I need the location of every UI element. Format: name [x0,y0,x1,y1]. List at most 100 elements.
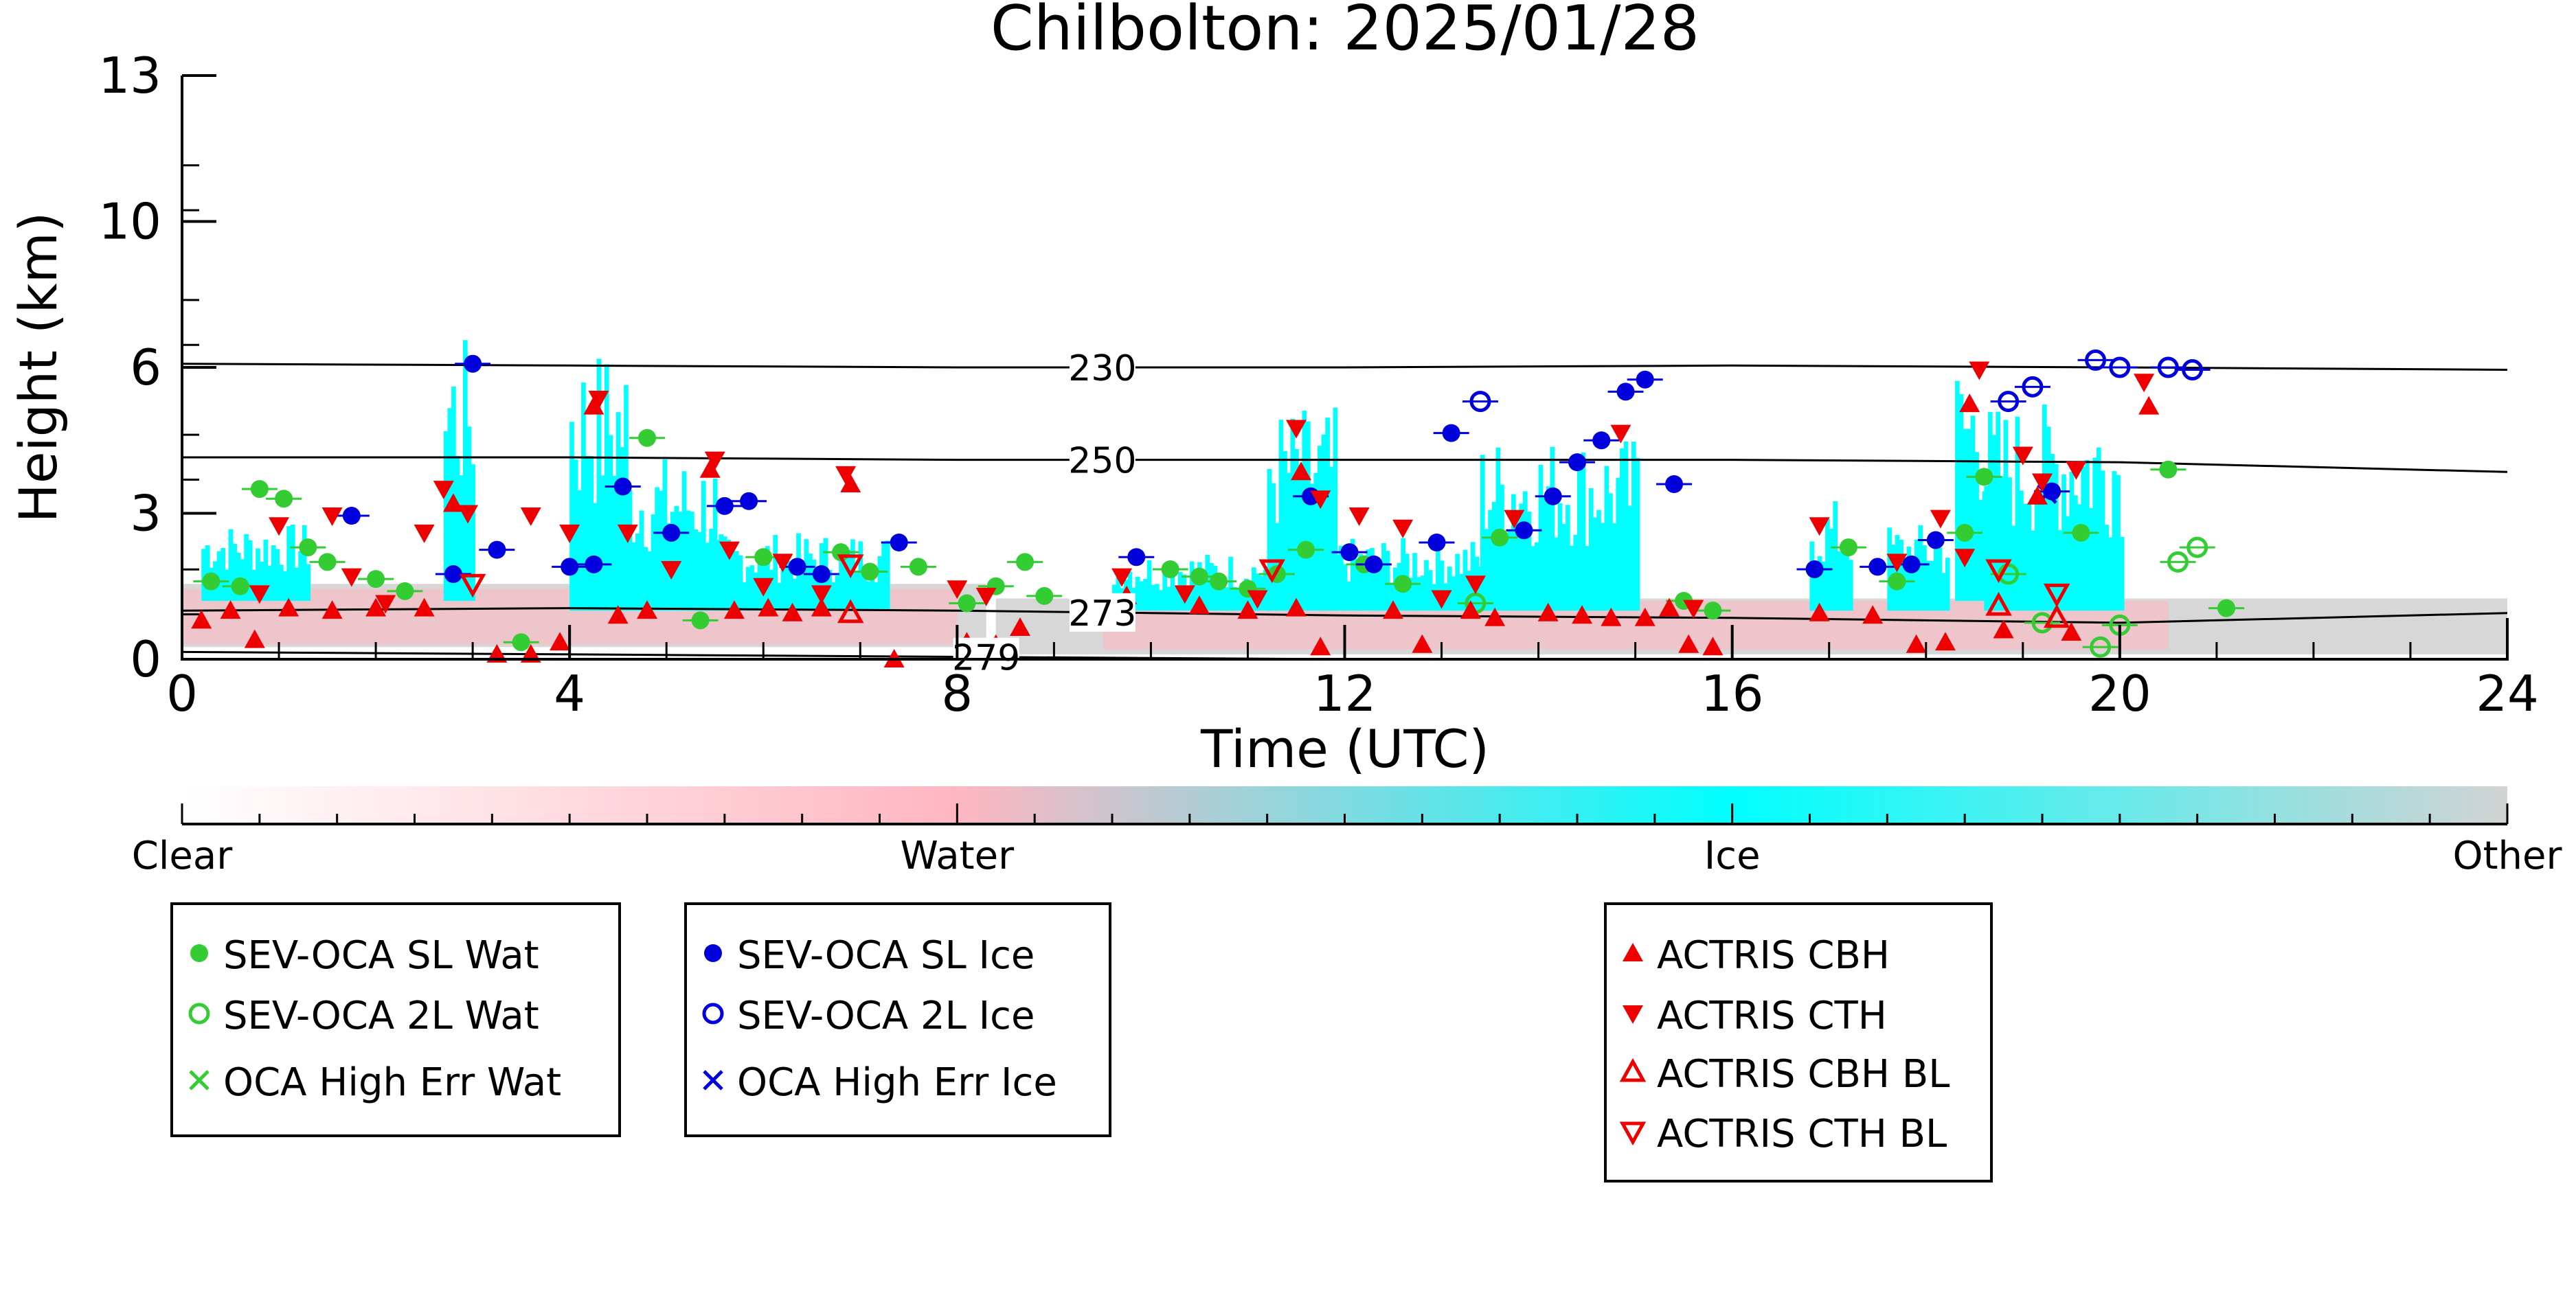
ice-column [2108,537,2113,611]
data-point [1127,548,1146,567]
ice-column [690,512,694,611]
ice-column [1970,415,1976,601]
ice-column [1620,448,1625,611]
ice-column [1515,521,1520,611]
ice-column [1335,555,1340,611]
ice-column [1600,523,1605,611]
data-point [2167,551,2189,573]
data-point [1934,632,1956,651]
ice-column [2104,525,2109,611]
data-point [699,459,721,478]
data-point [433,481,454,500]
ice-column [1585,546,1590,611]
data-point [269,517,290,536]
ice-column [1362,566,1367,611]
ice-column [1569,545,1574,611]
legend-entry: SEV-OCA 2L Ice [737,994,1035,1038]
ice-column [2073,495,2078,611]
data-point [1431,590,1452,609]
ice-column [221,548,226,601]
data-point [1572,605,1593,624]
data-point [1442,424,1460,442]
ice-column [693,529,699,611]
ice-column [1220,576,1225,611]
ice-column [1209,562,1214,611]
ice-column [686,510,691,611]
ice-column [1554,537,1559,611]
ice-column [1370,547,1375,611]
data-point [1930,510,1951,529]
ice-column [1313,472,1319,611]
data-point [723,600,745,619]
data-point [250,480,269,499]
data-point [367,570,385,589]
ice-column [854,571,859,611]
data-point [1460,600,1481,619]
data-point [520,507,541,527]
data-point [811,585,832,604]
ice-column [615,412,621,611]
legend-marker [1619,1058,1647,1082]
ice-column [1174,586,1179,611]
series-actris-cbh-bl [837,591,2070,628]
ice-column [1978,500,1983,601]
ice-column [600,475,605,611]
ice-column [862,575,867,611]
ice-column [1984,485,1989,611]
legend-entry: OCA High Err Wat [223,1060,561,1105]
data-point [321,600,343,619]
ice-column [1592,517,1598,611]
data-point [2072,523,2090,542]
ice-column [2077,504,2082,611]
data-point [442,493,464,512]
ice-column [773,535,778,611]
legend-entry: ACTRIS CTH [1657,994,1887,1038]
ice-column [1500,484,1504,611]
ice-column [1135,576,1140,611]
ice-column [1385,551,1390,611]
legend-entry: SEV-OCA 2L Wat [223,994,539,1038]
data-point [1610,424,1631,444]
ice-column [1821,561,1827,611]
legend-marker [188,1003,210,1025]
data-point [691,611,710,630]
ice-column [2022,503,2028,611]
data-point [1616,382,1635,401]
ice-column [1197,562,1202,611]
data-point [561,558,579,576]
ice-column [1116,571,1121,611]
ice-column [1836,551,1842,611]
ice-column [1427,570,1433,611]
ice-column [1519,503,1524,611]
data-point [1985,591,2012,616]
data-point [1412,634,1433,653]
data-point [2157,356,2179,378]
x-tick-label: 12 [1313,665,1377,722]
data-point [1285,597,1307,617]
data-point [788,558,806,576]
ice-column [745,567,751,611]
colorbar: Clear Water Ice Other [132,786,2562,878]
data-point [249,585,270,604]
data-point [719,541,740,560]
data-point [2138,396,2160,415]
ice-column [1339,545,1344,611]
ice-column [1193,573,1199,611]
ice-column [2061,474,2066,611]
ice-column [1283,451,1287,611]
data-point [1188,595,1210,615]
ice-column [455,455,460,601]
ice-column [719,534,724,611]
data-point [1902,555,1921,573]
data-point [2032,473,2053,492]
ice-column [1817,556,1822,611]
ice-column [1491,501,1497,611]
ice-column [1581,452,1586,611]
data-point [1291,461,1312,481]
data-point [2022,376,2044,398]
legend-entry: SEV-OCA SL Wat [223,933,539,978]
ice-column [2112,471,2117,611]
ice-column [866,581,871,611]
data-point [2159,460,2178,479]
